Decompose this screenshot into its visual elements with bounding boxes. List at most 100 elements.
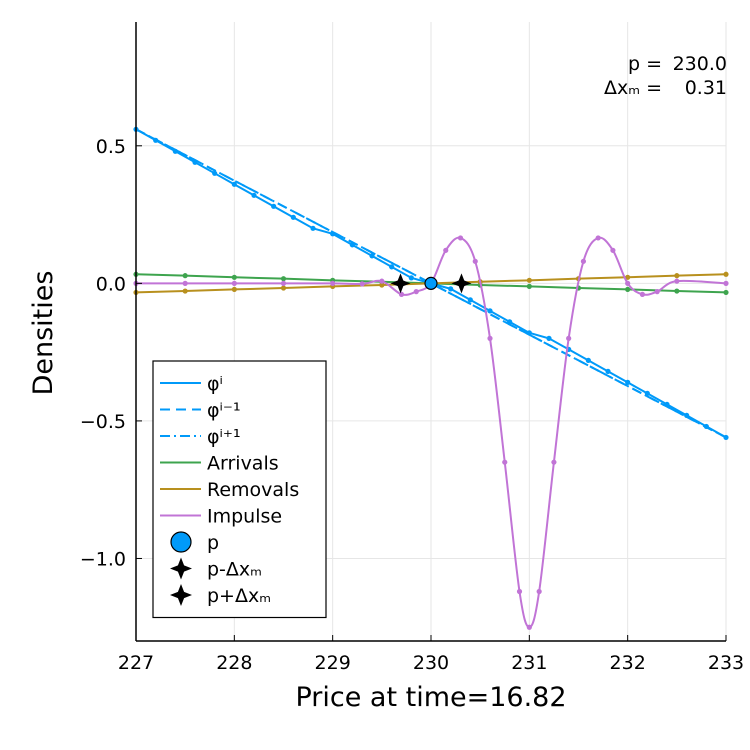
series-5-point-18 <box>551 459 557 465</box>
series-5 <box>133 235 729 630</box>
legend-entry-3: Arrivals <box>160 453 279 475</box>
x-tick-label-6: 233 <box>708 652 744 674</box>
series-5-point-14 <box>502 459 508 465</box>
y-tick-label-3: −1.0 <box>80 548 126 570</box>
legend-entry-1: φⁱ⁻¹ <box>160 400 241 422</box>
series-5-point-5 <box>359 281 365 287</box>
series-5-point-20 <box>580 258 587 264</box>
legend-label-5: Impulse <box>207 506 282 528</box>
x-tick-label-1: 228 <box>216 652 252 674</box>
x-tick-label-4: 231 <box>511 652 547 674</box>
series-0-point-7 <box>271 203 277 209</box>
series-5-point-15 <box>516 588 523 595</box>
x-tick-label-2: 229 <box>315 652 351 674</box>
y-tick-label-1: 0.0 <box>96 273 126 295</box>
series-0-point-12 <box>369 253 375 259</box>
legend-label-0: φⁱ <box>207 373 223 395</box>
series-0-point-4 <box>212 170 218 176</box>
series-5-point-13 <box>487 335 493 341</box>
series-0-point-21 <box>546 335 552 341</box>
legend-label-8: p+Δxₘ <box>207 585 271 607</box>
series-0-point-13 <box>389 264 395 270</box>
marker-0 <box>424 276 438 290</box>
series-4-point-3 <box>280 285 287 291</box>
series-0-point-18 <box>487 308 493 314</box>
annotation-label-0: p = <box>628 53 662 75</box>
series-5-point-27 <box>723 280 729 286</box>
series-4-point-10 <box>625 274 631 280</box>
series-2 <box>135 128 727 439</box>
legend-entry-2: φⁱ⁺¹ <box>160 426 241 448</box>
series-layer <box>133 126 729 630</box>
series-5-point-3 <box>280 280 287 286</box>
series-0-point-23 <box>585 357 591 363</box>
series-5-point-7 <box>398 291 405 297</box>
marker-1 <box>390 273 411 294</box>
series-4-point-11 <box>674 273 680 279</box>
series-0-point-14 <box>408 275 414 281</box>
legend-label-2: φⁱ⁺¹ <box>207 426 241 448</box>
series-5-point-6 <box>379 278 385 284</box>
series-5-point-25 <box>654 289 660 295</box>
x-tick-label-3: 230 <box>413 652 449 674</box>
marker-2 <box>451 273 472 294</box>
series-0-point-9 <box>310 225 316 231</box>
series-5-point-19 <box>566 335 572 341</box>
series-5-point-21 <box>595 235 601 241</box>
legend-entry-6: p <box>170 531 219 554</box>
series-4-point-1 <box>182 288 188 294</box>
series-3-point-11 <box>674 288 680 294</box>
series-5-point-4 <box>330 280 336 286</box>
tick-labels: 227 228 229 230 231 232 233 0.5 0.0 −0.5 −1.0 <box>80 136 744 674</box>
marker-layer <box>390 273 472 294</box>
series-5-point-22 <box>610 247 616 253</box>
series-5-point-10 <box>443 247 449 253</box>
annotation: p = 230.0 Δxₘ = 0.31 <box>604 53 727 99</box>
series-0-point-6 <box>251 192 257 198</box>
legend-swatch-7 <box>170 557 192 580</box>
series-3-point-12 <box>723 289 729 296</box>
y-tick-label-0: 0.5 <box>96 136 126 158</box>
legend-label-7: p-Δxₘ <box>207 559 262 581</box>
series-5-point-8 <box>413 289 419 295</box>
legend-label-3: Arrivals <box>207 453 279 475</box>
series-5-point-1 <box>182 280 188 286</box>
series-5-point-23 <box>625 280 631 286</box>
series-5-point-11 <box>457 235 464 241</box>
series-4-point-5 <box>379 282 385 288</box>
x-tick-label-5: 232 <box>610 652 646 674</box>
axes <box>135 22 727 642</box>
series-4-point-2 <box>231 286 237 293</box>
y-axis-title: Densities <box>28 271 59 396</box>
series-3-point-1 <box>182 273 188 279</box>
series-5-point-24 <box>639 291 646 297</box>
legend-entry-4: Removals <box>160 479 299 501</box>
legend-label-4: Removals <box>207 479 299 501</box>
series-5-point-12 <box>472 258 478 264</box>
series-5-point-2 <box>231 280 237 286</box>
legend-swatch-8 <box>170 584 192 606</box>
annotation-value-1: 0.31 <box>685 77 727 99</box>
legend-entry-0: φⁱ <box>160 373 223 395</box>
legend-label-6: p <box>207 532 219 554</box>
series-5-point-26 <box>674 278 680 284</box>
legend-swatch-6 <box>170 531 192 553</box>
series-5-point-16 <box>526 624 532 630</box>
legend-entry-8: p+Δxₘ <box>170 584 271 607</box>
series-0-point-24 <box>605 368 611 374</box>
series-4-point-8 <box>526 277 532 283</box>
series-0-point-25 <box>625 379 631 385</box>
series-0-point-17 <box>467 297 473 303</box>
series-0-point-16 <box>448 286 454 292</box>
legend-label-1: φⁱ⁻¹ <box>207 400 241 422</box>
legend: φⁱ φⁱ⁻¹ φⁱ⁺¹ Arrivals Removals Impulse p p-Δxₘ p… <box>152 360 327 619</box>
series-3-point-2 <box>231 274 237 280</box>
annotation-label-1: Δxₘ = <box>604 77 662 99</box>
legend-entry-7: p-Δxₘ <box>170 557 262 581</box>
series-line-2 <box>135 128 727 439</box>
series-3-point-8 <box>526 283 532 289</box>
series-3-point-10 <box>625 286 631 293</box>
series-5-point-17 <box>536 588 542 595</box>
